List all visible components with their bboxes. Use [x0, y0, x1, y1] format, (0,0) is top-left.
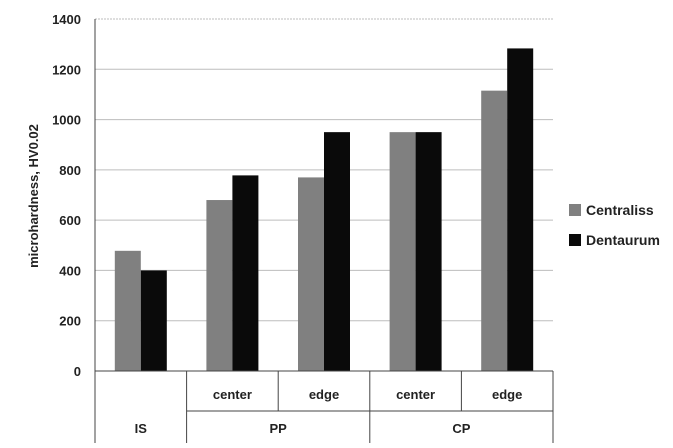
- bar-centraliss-0: [114, 250, 141, 371]
- bar-centraliss-2: [298, 177, 324, 371]
- y-tick-label: 800: [59, 163, 81, 178]
- category-label: center: [396, 387, 435, 402]
- y-tick-label: 1200: [52, 62, 81, 77]
- axes: [94, 19, 554, 443]
- legend-swatch-centraliss: [569, 204, 581, 216]
- legend-swatch-dentaurum: [569, 234, 581, 246]
- bar-dentaurum-4: [507, 48, 534, 371]
- y-tick-label: 0: [74, 364, 81, 379]
- group-label: IS: [135, 421, 148, 436]
- legend: Centraliss Dentaurum: [569, 202, 660, 248]
- bar-centraliss-3: [389, 132, 416, 371]
- y-tick-labels: 0 200 400 600 800 1000 1200 1400: [52, 12, 81, 379]
- category-label: edge: [492, 387, 522, 402]
- category-label: edge: [309, 387, 339, 402]
- category-label: center: [213, 387, 252, 402]
- y-tick-label: 1400: [52, 12, 81, 27]
- bar-dentaurum-1: [232, 175, 259, 371]
- y-tick-label: 400: [59, 263, 81, 278]
- legend-label-centraliss: Centraliss: [586, 202, 654, 218]
- bar-centraliss-1: [206, 200, 233, 371]
- bar-dentaurum-0: [140, 270, 167, 371]
- group-label: PP: [270, 421, 288, 436]
- y-axis-title: microhardness, HV0.02: [26, 124, 41, 268]
- y-tick-label: 200: [59, 314, 81, 329]
- y-tick-label: 600: [59, 213, 81, 228]
- bars: [114, 48, 534, 372]
- bar-centraliss-4: [481, 90, 508, 372]
- y-tick-label: 1000: [52, 113, 81, 128]
- group-label: CP: [452, 421, 470, 436]
- category-labels: center edge center edge IS PP CP: [135, 387, 523, 436]
- bar-dentaurum-3: [415, 132, 442, 371]
- legend-label-dentaurum: Dentaurum: [586, 232, 660, 248]
- bar-dentaurum-2: [324, 132, 350, 371]
